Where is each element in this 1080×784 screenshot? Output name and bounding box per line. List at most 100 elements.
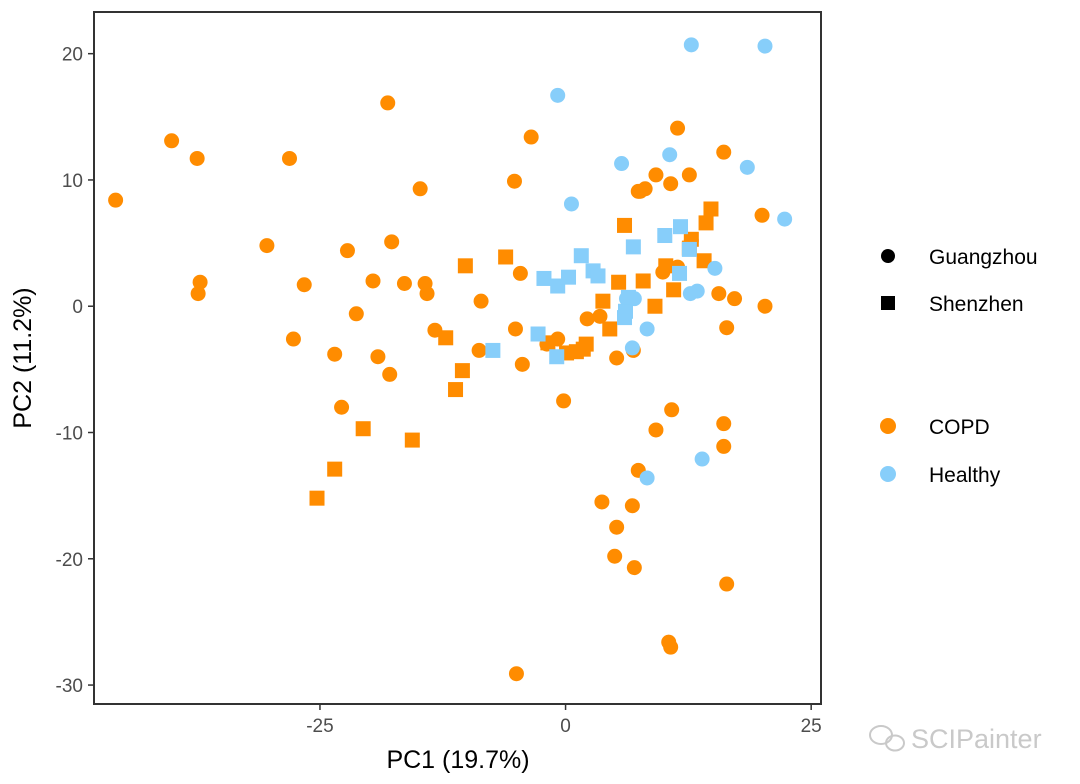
data-point-copd-circle xyxy=(711,286,727,302)
data-point-copd-circle xyxy=(514,356,530,372)
data-point-copd-circle xyxy=(624,498,640,514)
data-point-copd-square xyxy=(327,461,343,477)
x-axis-ticks: -25 0 25 xyxy=(306,704,822,737)
data-point-copd-circle xyxy=(664,402,680,418)
data-point-healthy-square xyxy=(590,268,606,284)
data-point-copd-circle xyxy=(334,399,350,415)
y-tick-label: -20 xyxy=(56,550,83,571)
data-points xyxy=(108,37,793,682)
data-point-copd-circle xyxy=(663,176,679,192)
data-point-copd-circle xyxy=(648,167,664,183)
data-point-copd-circle xyxy=(339,243,355,259)
data-point-copd-square xyxy=(498,249,514,265)
data-point-copd-circle xyxy=(190,286,206,302)
watermark-text: SCIPainter xyxy=(911,724,1042,754)
data-point-copd-square xyxy=(309,490,325,506)
data-point-copd-circle xyxy=(348,306,364,322)
data-point-copd-circle xyxy=(296,277,312,293)
y-tick-label: -10 xyxy=(56,424,83,445)
data-point-copd-circle xyxy=(716,416,732,432)
data-point-copd-square xyxy=(611,274,627,290)
data-point-healthy-square xyxy=(673,219,689,235)
data-point-copd-circle xyxy=(663,639,679,655)
data-point-copd-circle xyxy=(681,167,697,183)
y-tick-label: 20 xyxy=(62,45,83,66)
data-point-copd-circle xyxy=(370,349,386,365)
data-point-healthy-circle xyxy=(707,260,723,276)
legend-key-square-icon xyxy=(881,296,895,310)
legend-label-copd: COPD xyxy=(929,416,990,439)
legend-key-healthy-icon xyxy=(880,466,896,482)
data-point-copd-square xyxy=(647,298,663,314)
x-tick-label: 25 xyxy=(801,716,822,737)
data-point-copd-circle xyxy=(285,331,301,347)
y-axis-ticks: -30 -20 -10 0 10 20 xyxy=(56,45,94,697)
legend-site: Guangzhou Shenzhen xyxy=(881,246,1038,316)
plot-panel-border xyxy=(93,11,822,705)
data-point-copd-square xyxy=(666,282,682,298)
data-point-copd-circle xyxy=(365,273,381,289)
data-point-copd-circle xyxy=(719,320,735,336)
data-point-healthy-square xyxy=(625,239,641,255)
data-point-healthy-circle xyxy=(624,340,640,356)
data-point-healthy-circle xyxy=(757,38,773,54)
data-point-healthy-square xyxy=(549,349,565,365)
data-point-copd-circle xyxy=(719,576,735,592)
data-point-healthy-circle xyxy=(662,147,678,163)
watermark: SCIPainter xyxy=(869,724,1042,754)
data-point-copd-square xyxy=(438,330,454,346)
data-point-copd-square xyxy=(617,217,633,233)
x-tick-label: 0 xyxy=(560,716,571,737)
data-point-copd-circle xyxy=(512,265,528,281)
data-point-healthy-circle xyxy=(639,470,655,486)
data-point-healthy-circle xyxy=(739,159,755,175)
data-point-copd-circle xyxy=(506,173,522,189)
data-point-copd-square xyxy=(602,321,618,337)
data-point-healthy-circle xyxy=(563,196,579,212)
data-point-copd-circle xyxy=(579,311,595,327)
data-point-copd-circle xyxy=(609,519,625,535)
data-point-healthy-square xyxy=(573,248,589,264)
data-point-copd-circle xyxy=(556,393,572,409)
data-point-copd-circle xyxy=(382,366,398,382)
data-point-copd-square xyxy=(448,382,464,398)
data-point-copd-circle xyxy=(648,422,664,438)
data-point-copd-circle xyxy=(523,129,539,145)
data-point-healthy-circle xyxy=(682,286,698,302)
data-point-copd-circle xyxy=(396,275,412,291)
legend-label-healthy: Healthy xyxy=(929,464,1001,487)
data-point-healthy-square xyxy=(561,269,577,285)
data-point-copd-circle xyxy=(473,293,489,309)
data-point-healthy-square xyxy=(536,270,552,286)
data-point-copd-circle xyxy=(626,560,642,576)
data-point-copd-square xyxy=(595,293,611,309)
legend-key-circle-icon xyxy=(881,249,895,263)
data-point-copd-circle xyxy=(192,274,208,290)
data-point-healthy-square xyxy=(617,303,633,319)
data-point-healthy-circle xyxy=(550,87,566,103)
data-point-healthy-circle xyxy=(683,37,699,53)
data-point-copd-circle xyxy=(189,150,205,166)
data-point-copd-circle xyxy=(716,438,732,454)
data-point-copd-circle xyxy=(757,298,773,314)
data-point-healthy-circle xyxy=(777,211,793,227)
data-point-copd-circle xyxy=(384,234,400,250)
data-point-copd-circle xyxy=(594,494,610,510)
data-point-copd-circle xyxy=(327,346,343,362)
data-point-copd-square xyxy=(404,432,420,448)
legend-label-shenzhen: Shenzhen xyxy=(929,293,1024,316)
data-point-healthy-circle xyxy=(639,321,655,337)
data-point-healthy-square xyxy=(530,326,546,342)
y-tick-label: 0 xyxy=(72,297,83,318)
data-point-copd-square xyxy=(355,421,371,437)
data-point-copd-circle xyxy=(754,207,770,223)
data-point-healthy-square xyxy=(672,265,688,281)
data-point-copd-circle xyxy=(607,548,623,564)
y-tick-label: -30 xyxy=(56,676,83,697)
data-point-copd-circle xyxy=(259,238,275,254)
data-point-copd-circle xyxy=(670,120,686,136)
data-point-copd-circle xyxy=(108,192,124,208)
x-axis-title: PC1 (19.7%) xyxy=(386,746,529,774)
x-tick-label: -25 xyxy=(306,716,333,737)
